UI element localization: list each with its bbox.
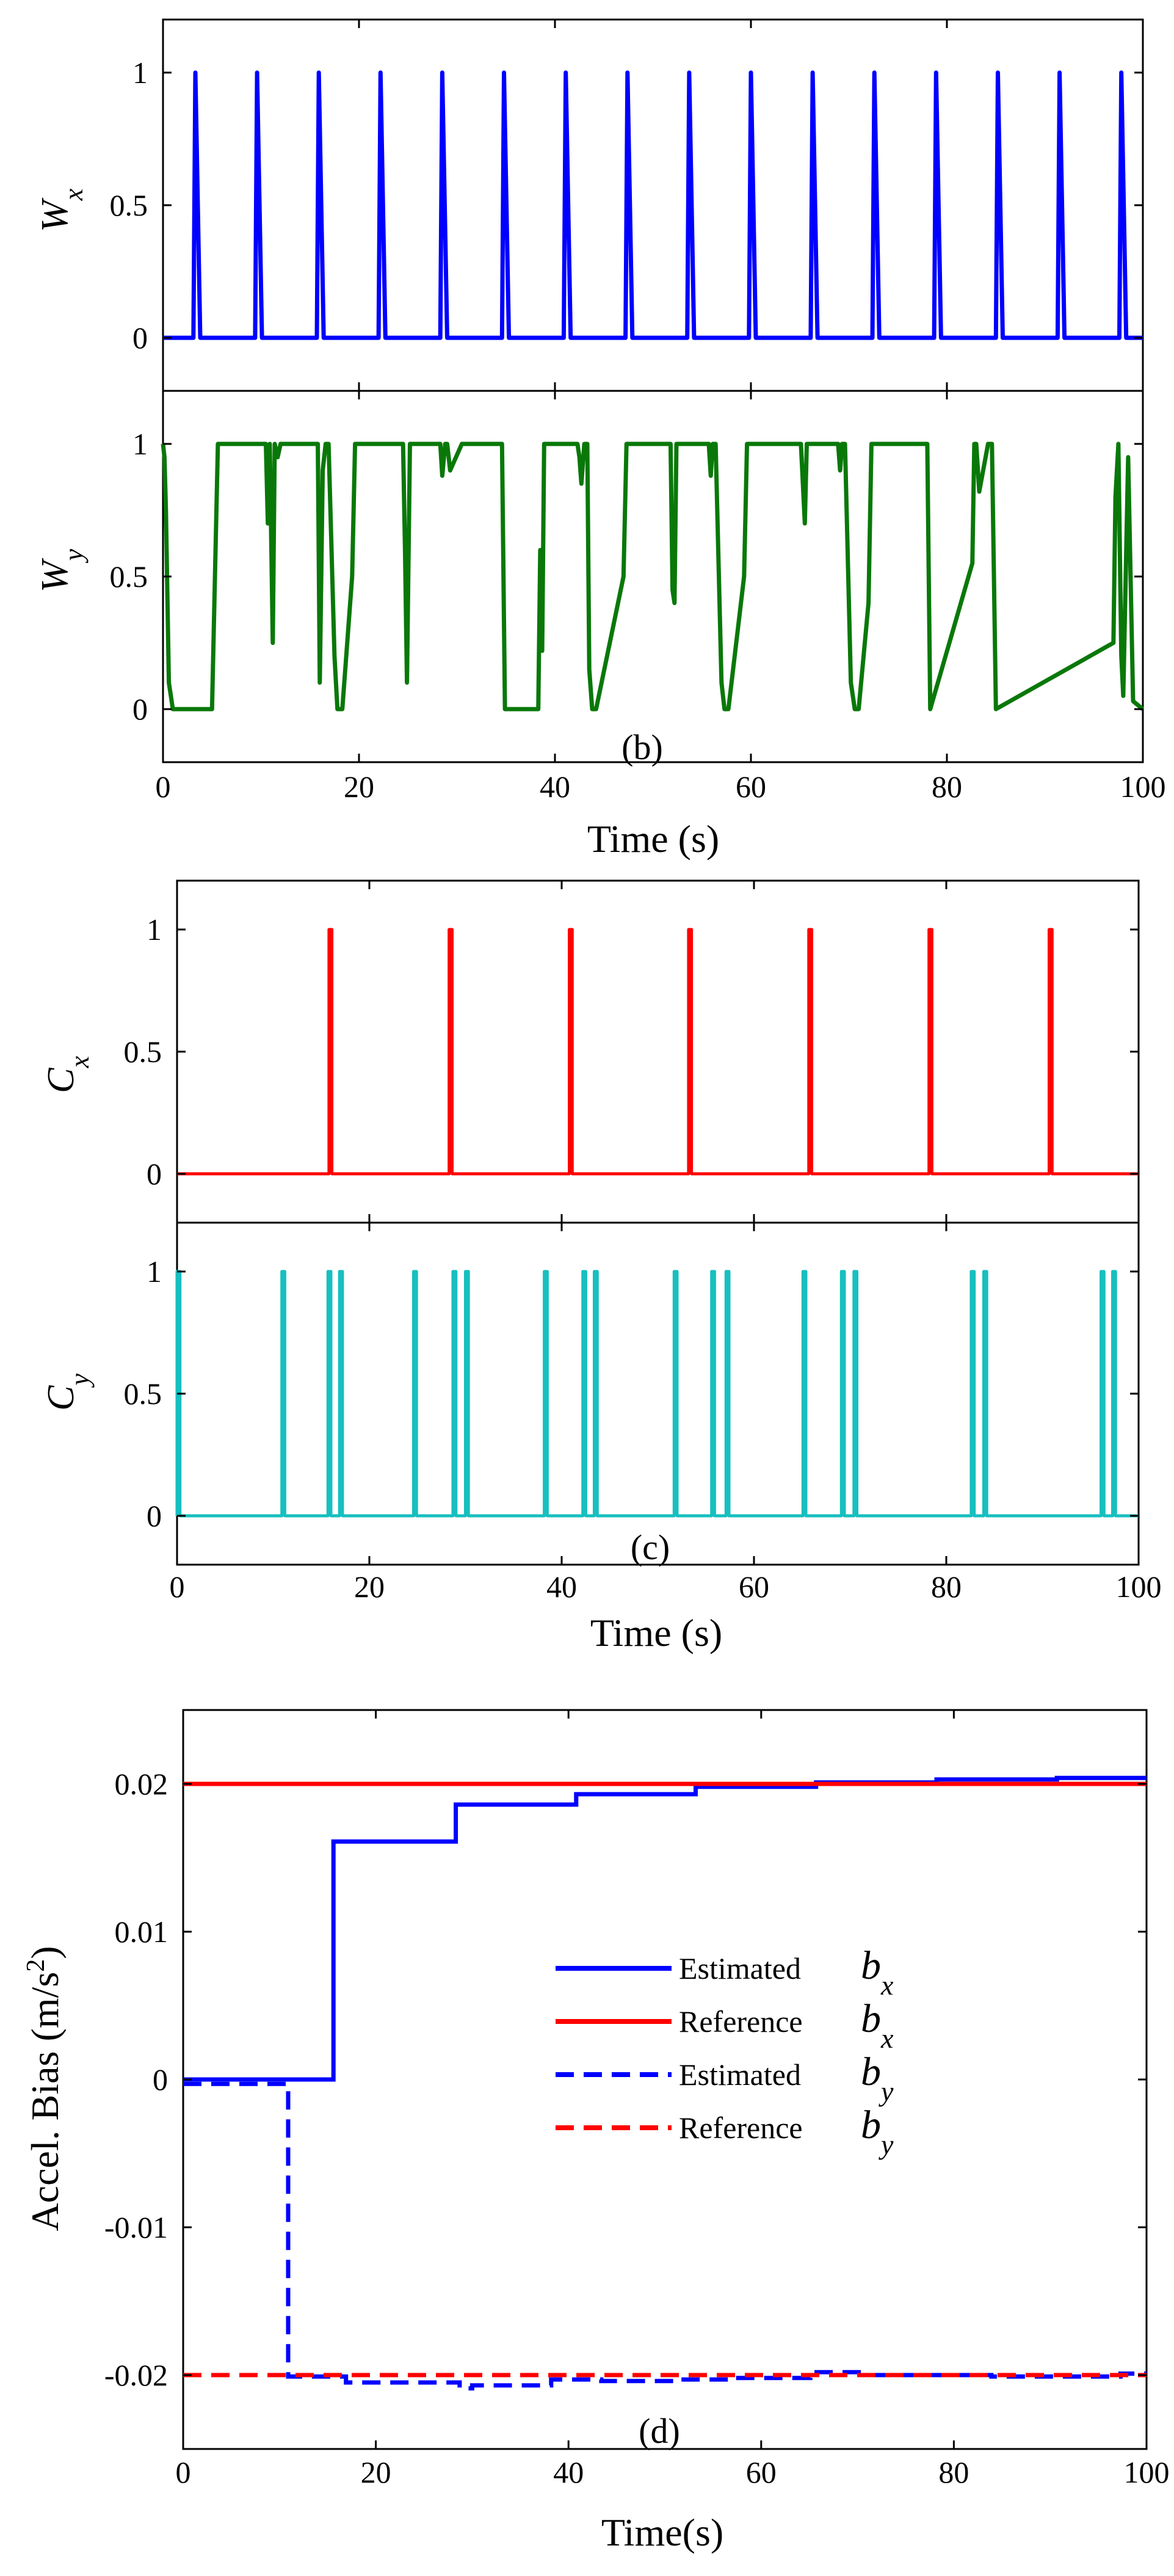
panel-label: (c) [631,1527,670,1567]
y-tick-label: 0 [132,321,148,355]
subplot-wy: 0 0.5 1 Wy [34,390,1145,763]
x-tick-label: 0 [156,770,171,804]
panel-b: 0 0.5 1 Wx 0 0.5 1 Wy 0 20 40 60 80 100 (b) Time … [34,18,1166,860]
y-axis-label: Accel. Bias (m/s2) [22,1946,67,2231]
legend-label: Reference [679,2004,803,2039]
legend-symbol: by [861,2103,894,2160]
x-tick-label: 20 [354,1570,385,1604]
plot-frame [176,879,1140,1224]
y-tick-label: 0 [132,692,148,726]
x-axis-label: Time(s) [601,2511,723,2554]
x-tick-label: 0 [176,2455,191,2489]
x-tick-label: 60 [746,2455,777,2489]
legend-entry: Reference bx [556,1996,894,2054]
y-tick-label: -0.01 [104,2210,168,2244]
panel-c: 0 0.5 1 Cx 0 0.5 1 Cy 0 20 40 60 80 100 (c) Time … [40,879,1162,1654]
subplot-cx: 0 0.5 1 Cx [40,879,1140,1224]
x-axis-label: Time (s) [587,817,719,860]
y-tick-label: 1 [132,56,148,90]
y-tick-label: 0.5 [124,1377,162,1411]
x-tick-label: 60 [736,770,766,804]
x-tick-label: 80 [932,770,962,804]
y-tick-label: 1 [147,912,162,947]
subplot-wx: 0 0.5 1 Wx [34,18,1144,392]
y-axis-label: Cx [40,1056,95,1093]
series-line [161,442,1145,711]
x-tick-label: 20 [344,770,374,804]
y-axis-label: Cy [40,1374,95,1411]
x-tick-label: 0 [170,1570,185,1604]
series-line [183,2081,1147,2391]
x-tick-label: 20 [361,2455,391,2489]
series-line [175,1270,1139,1518]
panel-d: -0.02 -0.01 0 0.01 0.02 0 20 40 60 80 100 Accel. B… [22,1709,1170,2554]
legend-symbol: bx [861,1996,894,2054]
y-axis-label: Wy [34,548,89,592]
y-tick-label: 0 [147,1157,162,1191]
x-tick-label: 60 [739,1570,769,1604]
legend-symbol: by [861,2050,894,2107]
x-tick-label: 100 [1116,1570,1162,1604]
x-tick-label: 40 [553,2455,584,2489]
legend: Estimated bx Reference bx Estimated by R… [556,1943,894,2160]
x-tick-label: 80 [938,2455,969,2489]
legend-label: Reference [679,2111,803,2145]
legend-entry: Estimated by [556,2050,894,2107]
y-tick-label: 0.01 [115,1915,168,1949]
series-line [163,70,1143,340]
y-tick-label: 0.5 [124,1035,162,1069]
series-line [177,928,1139,1176]
legend-entry: Reference by [556,2103,894,2160]
y-tick-label: 1 [132,427,148,461]
y-tick-label: 0 [153,2062,168,2097]
y-tick-label: 0 [147,1499,162,1533]
y-tick-label: 0.5 [110,188,148,222]
subplot-cy: 0 0.5 1 Cy [40,1221,1140,1566]
plot-frame [176,1221,1140,1566]
y-tick-label: 0.5 [110,559,148,594]
panel-label: (b) [621,727,663,767]
legend-label: Estimated [679,1951,801,1985]
panel-label: (d) [639,2411,680,2451]
x-tick-label: 40 [540,770,570,804]
y-tick-label: 0.02 [115,1767,168,1801]
series-line [183,1775,1147,2082]
x-tick-label: 80 [931,1570,962,1604]
x-tick-label: 40 [546,1570,577,1604]
y-axis-label: Wx [34,188,89,232]
x-tick-label: 100 [1120,770,1166,804]
y-tick-label: 1 [147,1254,162,1289]
legend-entry: Estimated bx [556,1943,894,2001]
y-tick-label: -0.02 [104,2358,168,2392]
x-tick-label: 100 [1124,2455,1170,2489]
x-axis-label: Time (s) [590,1611,722,1654]
legend-label: Estimated [679,2058,801,2092]
legend-symbol: bx [861,1943,894,2001]
